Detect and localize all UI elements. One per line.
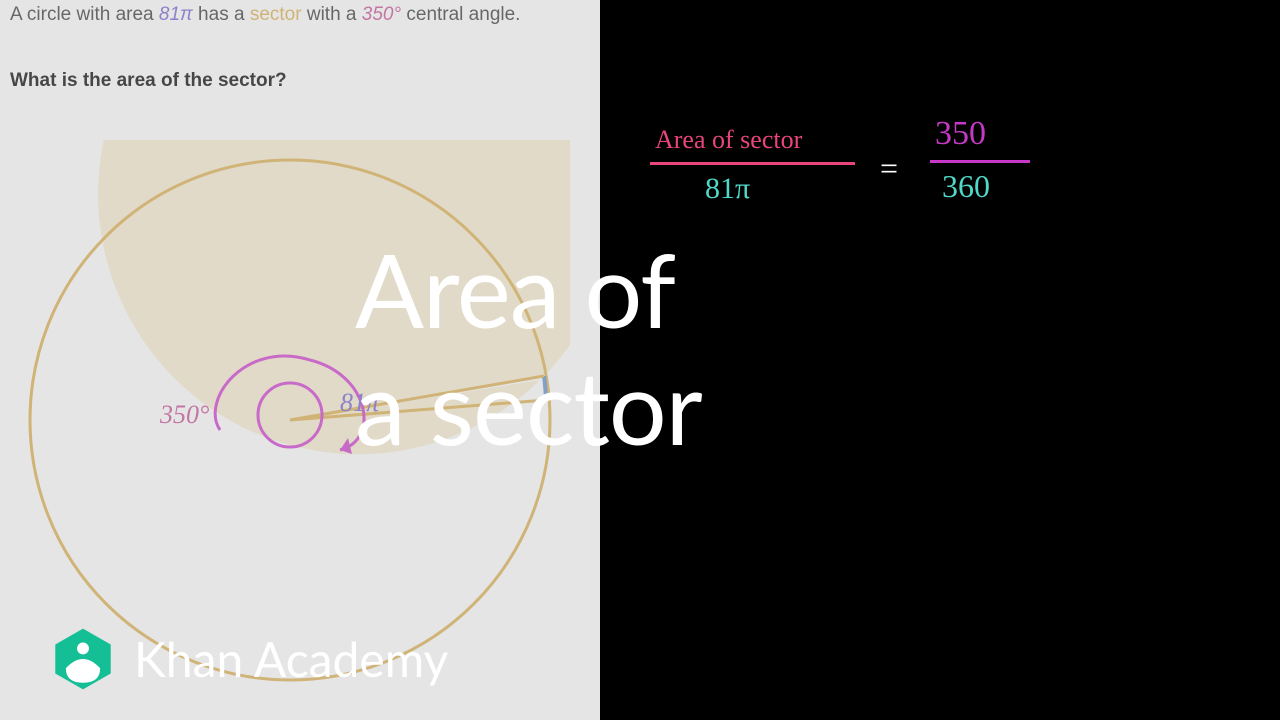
- eq-denominator-right: 360: [942, 168, 990, 205]
- title-line1: Area of: [355, 230, 702, 347]
- area-value: 81π: [159, 4, 193, 25]
- text-mid2: with a: [302, 4, 362, 25]
- title-line2: a sector: [355, 347, 702, 464]
- eq-fracline-right: [930, 160, 1030, 163]
- angle-value: 350°: [362, 4, 401, 25]
- eq-numerator-left: Area of sector: [655, 125, 802, 155]
- eq-equals: =: [880, 150, 898, 187]
- sector-word: sector: [250, 4, 302, 25]
- eq-numerator-right: 350: [935, 115, 986, 153]
- eq-denominator-left: 81π: [705, 172, 750, 206]
- brand-block: Khan Academy: [50, 626, 448, 692]
- label-350: 350°: [160, 400, 209, 430]
- eq-fracline-left: [650, 162, 855, 165]
- video-title: Area of a sector: [355, 230, 702, 465]
- khan-logo-icon: [50, 626, 116, 692]
- text-suffix: central angle.: [401, 4, 520, 25]
- problem-statement: A circle with area 81π has a sector with…: [10, 4, 520, 26]
- text-mid1: has a: [193, 4, 250, 25]
- question-text: What is the area of the sector?: [10, 70, 287, 92]
- brand-name: Khan Academy: [134, 631, 448, 688]
- text-prefix: A circle with area: [10, 4, 159, 25]
